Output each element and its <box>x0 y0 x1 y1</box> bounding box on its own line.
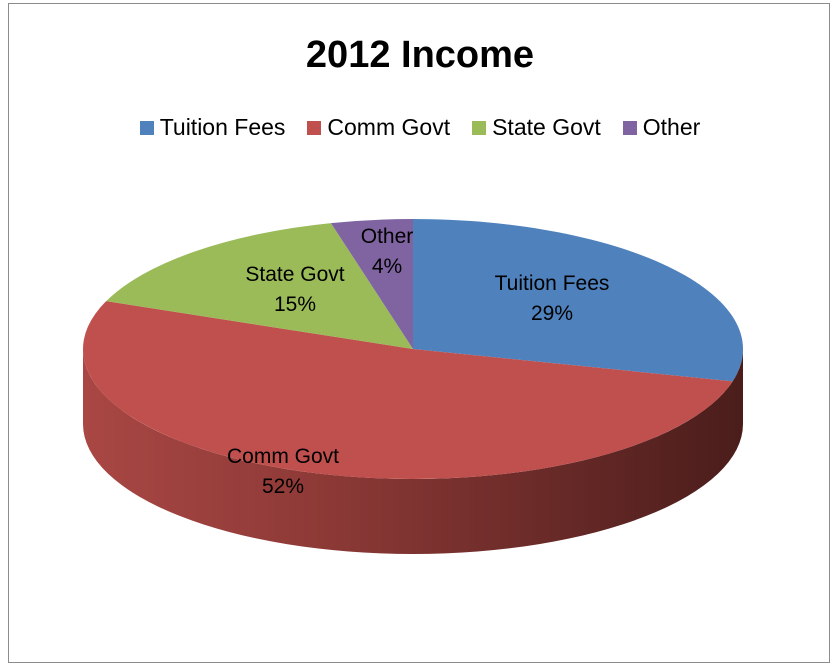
data-label-value-other: 4% <box>372 255 402 278</box>
legend-item-state-govt: State Govt <box>472 114 601 141</box>
legend-item-comm-govt: Comm Govt <box>307 114 450 141</box>
data-label-name-comm-govt: Comm Govt <box>227 445 339 468</box>
pie-chart: Tuition Fees 29% Comm Govt 52% State Govt 15%… <box>82 219 743 554</box>
chart-legend: Tuition Fees Comm Govt State Govt Other <box>0 114 840 141</box>
legend-swatch-other <box>622 120 637 135</box>
slice-state-govt <box>106 223 413 349</box>
legend-item-other: Other <box>622 114 701 141</box>
data-label-value-state-govt: 15% <box>274 293 316 316</box>
pie-side-wall <box>83 349 743 554</box>
data-label-value-tuition-fees: 29% <box>531 302 573 325</box>
slice-comm-govt <box>82 301 733 480</box>
data-label-name-state-govt: State Govt <box>245 263 344 286</box>
legend-swatch-tuition-fees <box>139 120 154 135</box>
pie-layer: Tuition Fees 29% Comm Govt 52% State Govt 15%… <box>82 219 743 554</box>
legend-swatch-comm-govt <box>307 120 322 135</box>
legend-label-tuition-fees: Tuition Fees <box>159 114 286 140</box>
data-label-name-other: Other <box>361 225 414 248</box>
slice-other <box>330 219 413 349</box>
slice-tuition-fees <box>413 219 743 382</box>
legend-swatch-state-govt <box>472 120 487 135</box>
data-label-value-comm-govt: 52% <box>262 475 304 498</box>
legend-label-other: Other <box>642 114 701 140</box>
legend-item-tuition-fees: Tuition Fees <box>139 114 286 141</box>
legend-label-state-govt: State Govt <box>492 114 601 140</box>
legend-label-comm-govt: Comm Govt <box>327 114 451 140</box>
data-label-name-tuition-fees: Tuition Fees <box>495 272 610 295</box>
chart-title: 2012 Income <box>305 34 535 76</box>
